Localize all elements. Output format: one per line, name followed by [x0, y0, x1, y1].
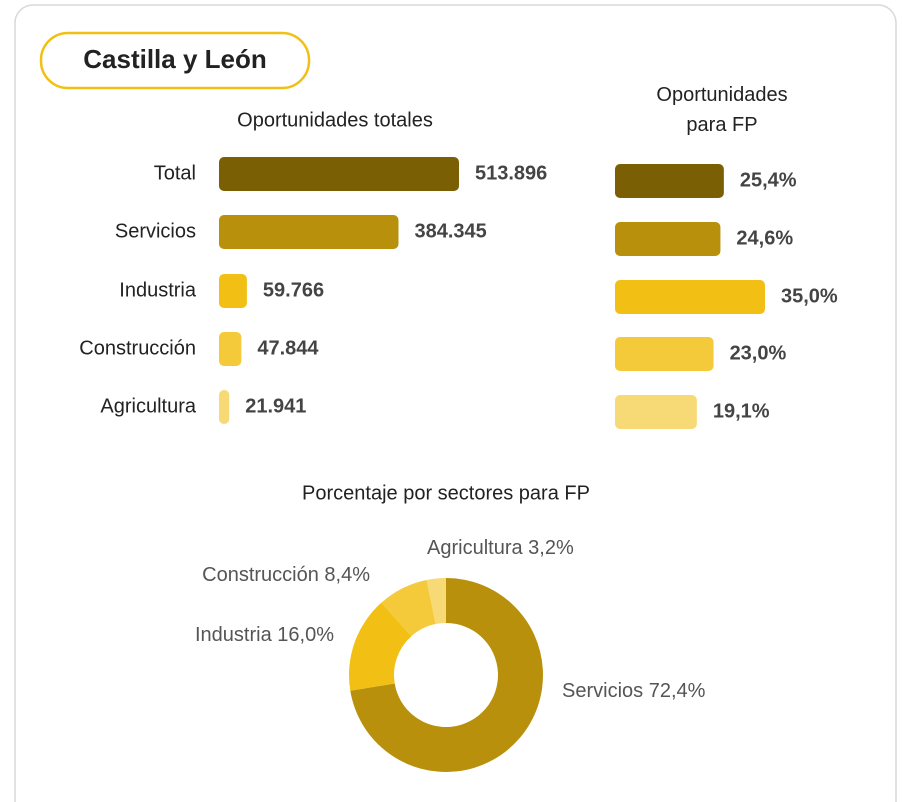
segment-label: Agricultura 3,2% [427, 537, 574, 559]
value-label: 384.345 [414, 220, 486, 242]
bar [615, 280, 765, 314]
donut-segment [350, 577, 543, 772]
card [14, 4, 897, 802]
bar [219, 332, 242, 366]
segment-name: Industria [195, 624, 273, 646]
value-label: 21.941 [245, 395, 306, 417]
bar [219, 157, 459, 191]
bar [219, 274, 247, 308]
segment-name: Agricultura [427, 537, 523, 559]
value-label: 513.896 [475, 162, 547, 184]
value-label: 24,6% [736, 227, 793, 249]
bar [219, 215, 399, 249]
value-label: 19,1% [713, 400, 770, 422]
value-label: 47.844 [257, 337, 319, 359]
page-title: Castilla y León [83, 44, 267, 74]
category-label: Construcción [79, 337, 196, 359]
bar [615, 222, 721, 256]
segment-name: Servicios [562, 680, 643, 702]
segment-value: 16,0% [277, 624, 334, 646]
chart-title: Oportunidades totales [237, 109, 433, 131]
segment-value: 8,4% [324, 564, 370, 586]
chart-title: Oportunidades para FP [656, 84, 788, 136]
value-label: 35,0% [781, 285, 838, 307]
category-label: Total [154, 162, 196, 184]
segment-value: 72,4% [649, 680, 706, 702]
chart-title: Porcentaje por sectores para FP [302, 482, 590, 504]
category-label: Agricultura [100, 395, 196, 417]
donut-segment [381, 579, 436, 637]
donut-segment [426, 578, 446, 625]
segment-label: Industria 16,0% [195, 624, 334, 646]
category-label: Servicios [115, 220, 196, 242]
value-label: 25,4% [740, 169, 797, 191]
value-label: 23,0% [730, 342, 787, 364]
value-label: 59.766 [263, 279, 324, 301]
title-pill [39, 31, 311, 90]
bar [615, 337, 714, 371]
donut-segment [349, 602, 412, 691]
bar [615, 164, 724, 198]
segment-value: 3,2% [528, 537, 574, 559]
segment-label: Construcción 8,4% [202, 564, 370, 586]
category-label: Industria [119, 279, 197, 301]
segment-name: Construcción [202, 564, 319, 586]
segment-label: Servicios 72,4% [562, 680, 706, 702]
bar [615, 395, 697, 429]
bar [219, 390, 230, 424]
